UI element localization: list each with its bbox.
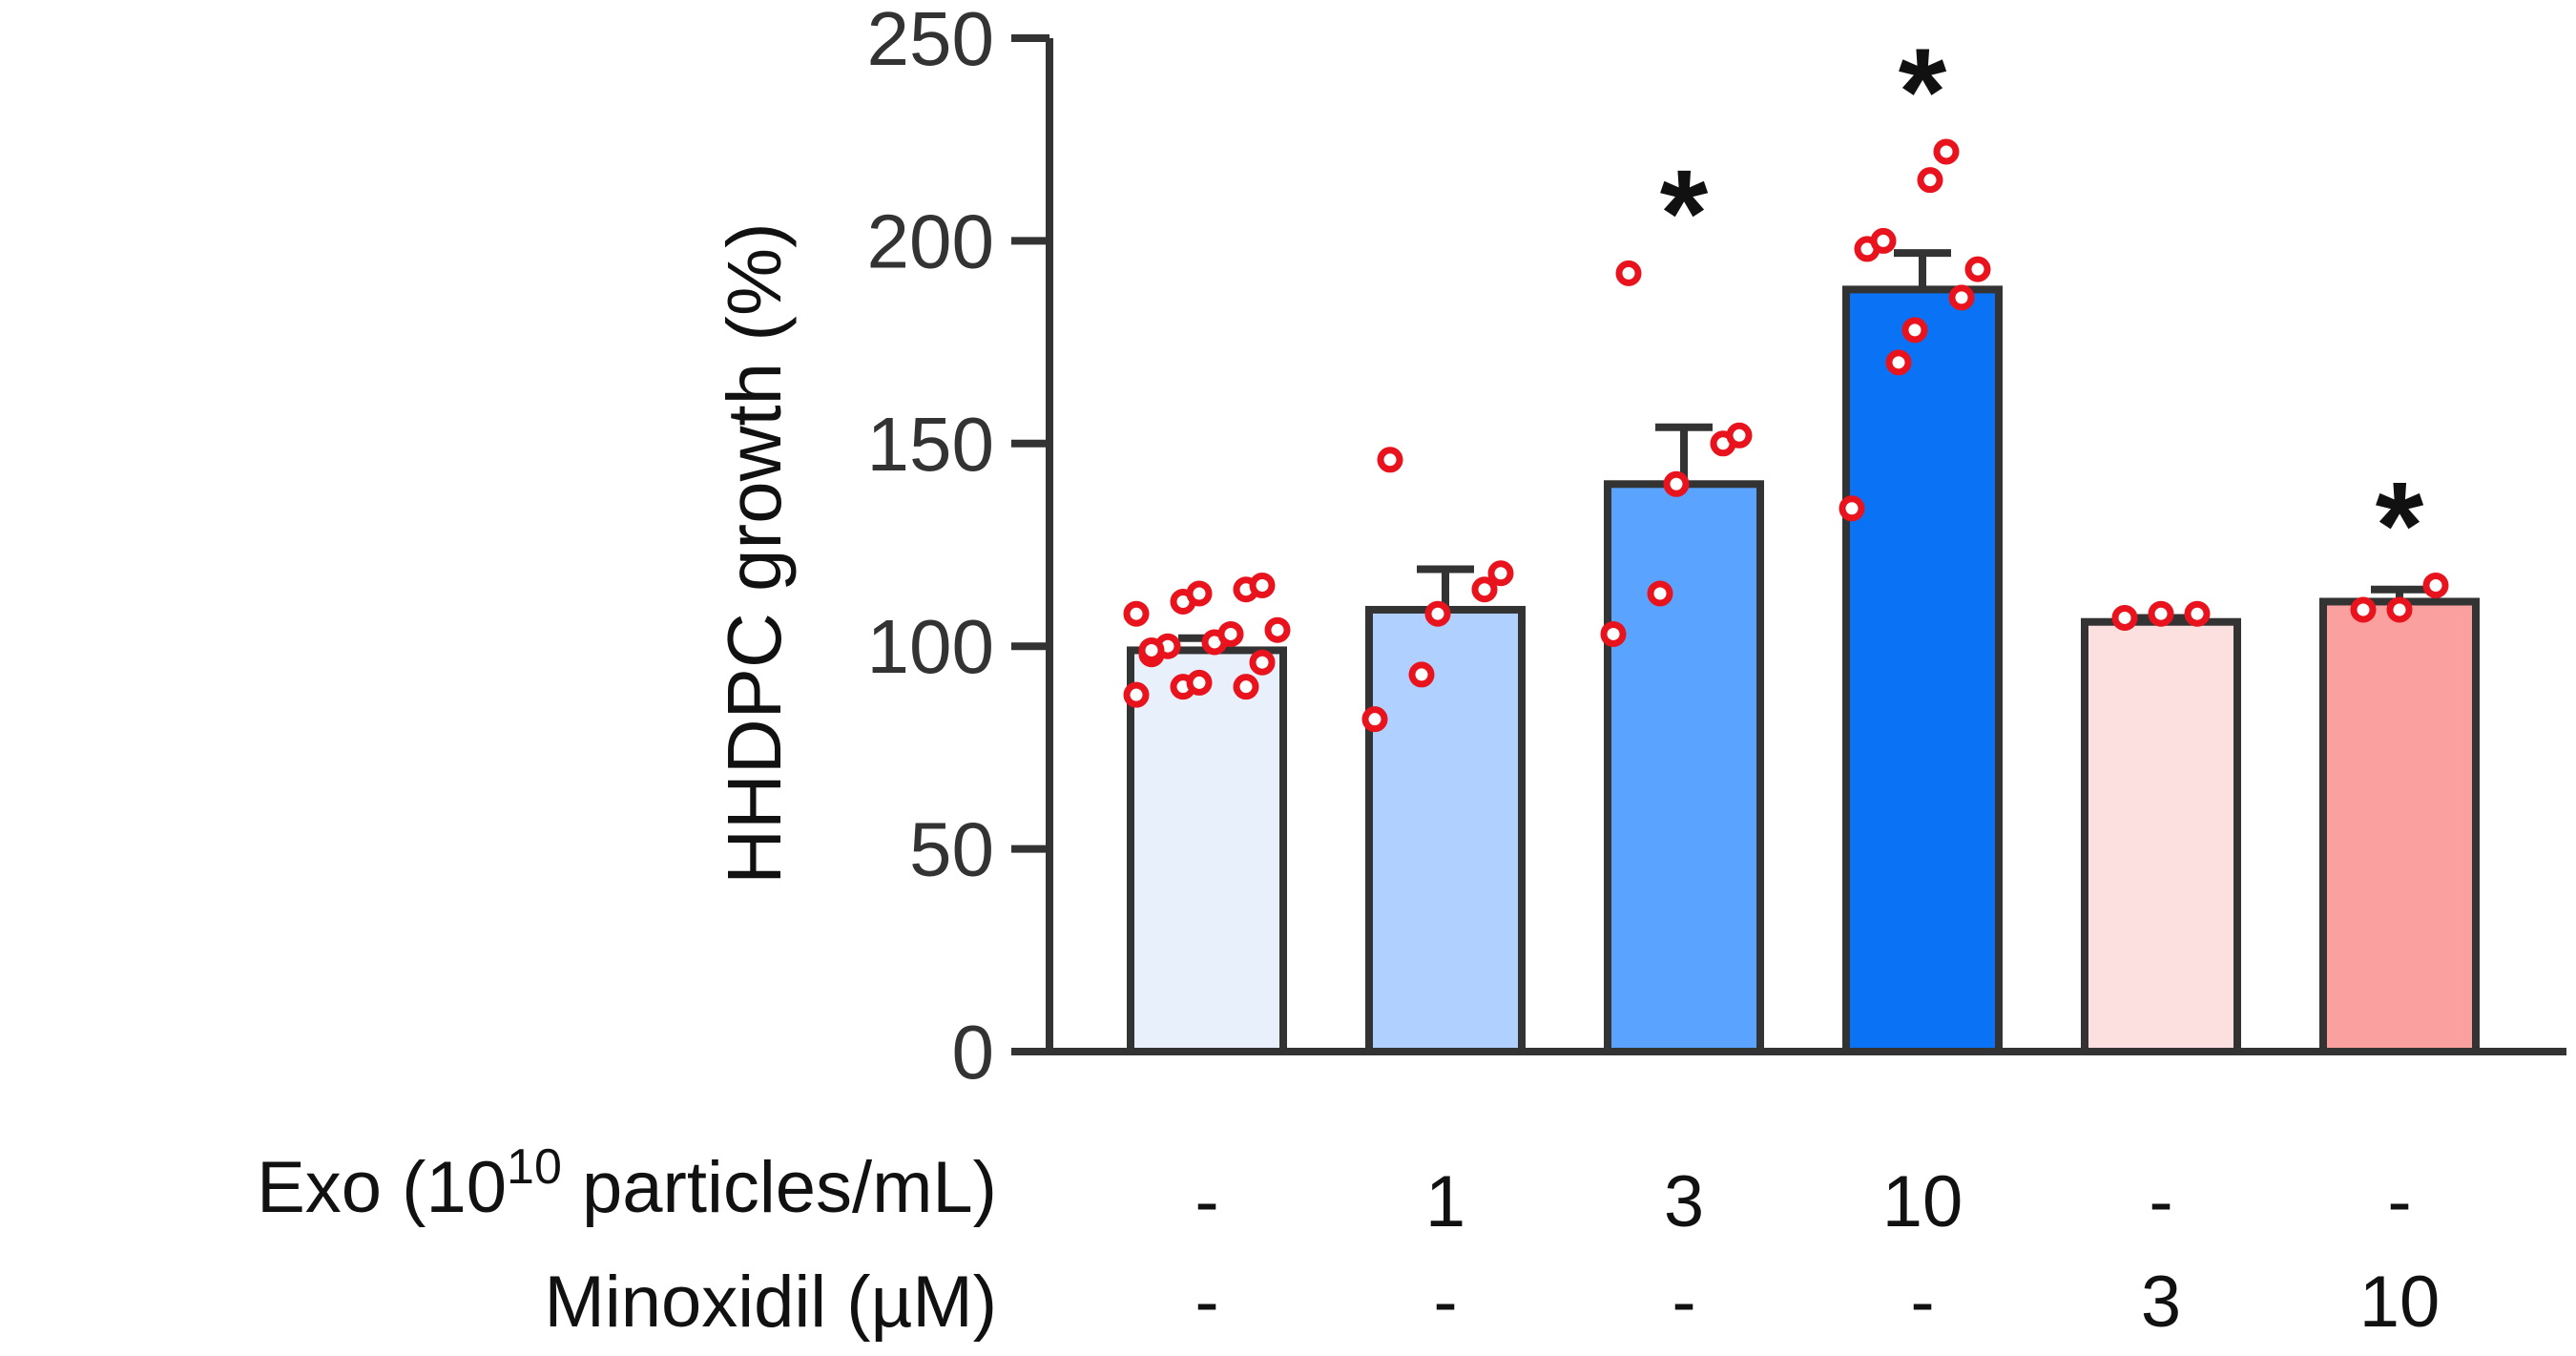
data-point (1249, 572, 1276, 598)
row-label-minoxidil: Minoxidil (µM) (545, 1262, 997, 1343)
table-cell: - (2387, 1161, 2411, 1242)
data-point (1138, 636, 1165, 663)
data-point (1123, 600, 1150, 627)
y-tick-label: 50 (909, 807, 994, 892)
bar-group (2081, 600, 2241, 1055)
row-label-exo-tail: particles/mL) (562, 1147, 997, 1228)
table-cell: - (1910, 1262, 1934, 1343)
bar-group: * (2319, 455, 2480, 1055)
data-point (1885, 349, 1912, 376)
data-point (2111, 604, 2138, 631)
data-point (1377, 447, 1403, 473)
bar (1127, 646, 1287, 1055)
bar (1842, 285, 2003, 1056)
data-point (1186, 669, 1213, 696)
data-point (1948, 284, 1975, 311)
data-point (1964, 256, 1991, 282)
row-label-exo-text: Exo (10 (257, 1147, 507, 1228)
data-point (1186, 580, 1213, 607)
row-label-exo: Exo (1010 particles/mL) (257, 1139, 997, 1228)
data-point (2386, 596, 2413, 623)
table-cell: 10 (1882, 1161, 1963, 1242)
data-point (1917, 167, 1943, 194)
condition-table: Exo (1010 particles/mL) Minoxidil (µM) -… (257, 1139, 2440, 1343)
data-point (1424, 600, 1451, 627)
data-point (1471, 576, 1498, 603)
bar-group (1123, 572, 1291, 1055)
table-cell: - (1195, 1262, 1218, 1343)
bars: * * * (1123, 22, 2480, 1056)
data-point (2422, 572, 2449, 598)
y-tick-label: 0 (952, 1010, 995, 1095)
table-cell: 10 (2359, 1262, 2441, 1343)
data-point (1933, 138, 1960, 165)
significance-star: * (1899, 22, 1947, 161)
table-cell: 3 (2141, 1262, 2181, 1343)
data-point (1233, 674, 1259, 700)
y-tick-label: 250 (867, 0, 994, 81)
bar (2319, 597, 2480, 1055)
table-cell: - (1195, 1161, 1218, 1242)
bar (1604, 480, 1764, 1055)
data-point (1249, 649, 1276, 676)
data-point (2184, 600, 2211, 627)
data-point (1839, 495, 1865, 522)
y-tick-label: 100 (867, 604, 994, 689)
bar-group (1361, 447, 1526, 1056)
significance-star: * (2376, 455, 2424, 595)
data-point (2148, 600, 2174, 627)
data-point (1663, 470, 1690, 497)
data-point (1408, 661, 1435, 688)
data-point (1726, 422, 1753, 449)
data-point (1647, 580, 1673, 607)
data-point (1615, 260, 1642, 286)
y-axis: 0 50 100 150 200 250 (867, 0, 1053, 1095)
y-axis-label: HHDPC growth (%) (712, 222, 797, 884)
y-tick-label: 200 (867, 198, 994, 283)
y-tick-label: 150 (867, 402, 994, 487)
data-point (2350, 596, 2377, 623)
bar-group: * (1839, 22, 2003, 1056)
data-point (1870, 227, 1897, 254)
bar-group: * (1600, 143, 1764, 1055)
table-cell: 3 (1664, 1161, 1704, 1242)
row-label-exo-sup: 10 (507, 1139, 562, 1195)
data-point (1217, 620, 1244, 647)
table-cell: - (1672, 1262, 1695, 1343)
bar (2081, 617, 2241, 1055)
bar (1365, 605, 1526, 1056)
data-point (1487, 560, 1514, 587)
data-point (1901, 317, 1928, 344)
data-point (1264, 616, 1291, 643)
table-cell: - (1433, 1262, 1457, 1343)
table-cell: 1 (1425, 1161, 1465, 1242)
data-point (1600, 620, 1627, 647)
significance-star: * (1660, 143, 1709, 282)
data-point (1361, 706, 1388, 733)
table-cell: - (2149, 1161, 2172, 1242)
data-point (1123, 681, 1150, 708)
